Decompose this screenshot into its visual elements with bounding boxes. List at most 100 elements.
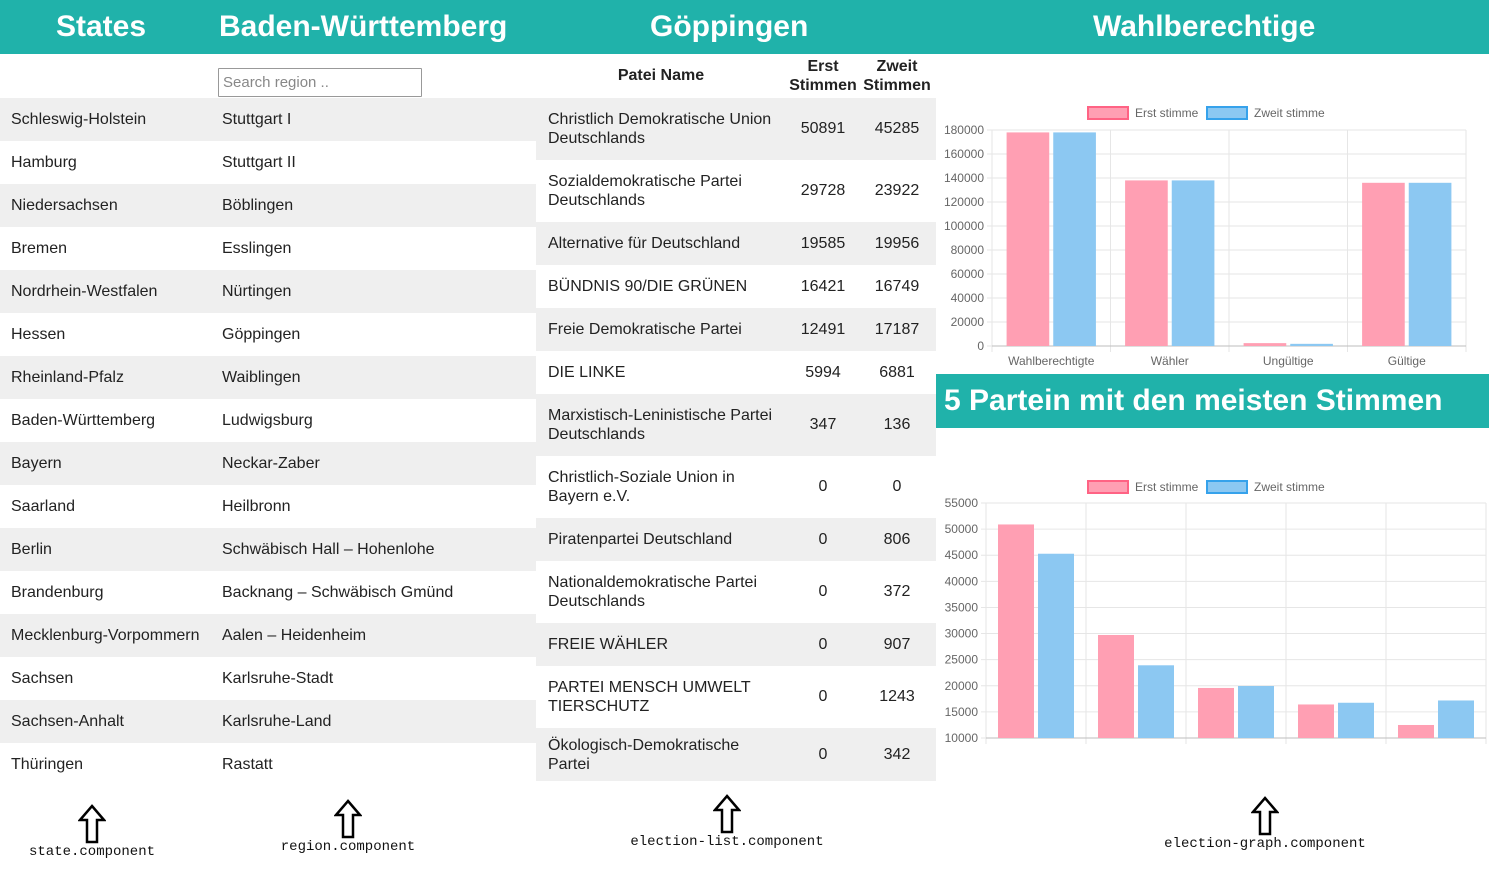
- election-table-body: Christlich Demokratische Union Deutschla…: [536, 98, 936, 781]
- bar-zweit[interactable]: [1338, 702, 1374, 738]
- table-row: Alternative für Deutschland 19585 19956: [536, 222, 936, 265]
- bar-zweit[interactable]: [1171, 180, 1215, 346]
- state-list-item[interactable]: Thüringen: [11, 755, 84, 773]
- party-name-cell: Marxistisch-Leninistische Partei Deutsch…: [548, 407, 773, 443]
- bar-erst[interactable]: [1398, 724, 1434, 738]
- zweit-votes-cell: 0: [892, 478, 902, 495]
- state-list-item[interactable]: Sachsen-Anhalt: [0, 700, 211, 743]
- state-list-item[interactable]: Nordrhein-Westfalen: [0, 270, 211, 313]
- state-list-item[interactable]: Brandenburg: [11, 583, 104, 601]
- bar-erst[interactable]: [1243, 343, 1287, 346]
- up-arrow-icon: [78, 804, 106, 844]
- bar-erst[interactable]: [1006, 132, 1050, 346]
- y-tick-label: 160000: [944, 147, 984, 161]
- region-list-item[interactable]: Nürtingen: [211, 270, 536, 313]
- eligible-voters-chart: 0 20000 40000 60000 80000 100000 120000 140000 1…: [936, 54, 1489, 374]
- bar-zweit[interactable]: [1238, 686, 1274, 738]
- erst-votes-cell: 0: [818, 583, 828, 600]
- state-list-item[interactable]: Berlin: [0, 528, 211, 571]
- bar-erst[interactable]: [1362, 182, 1405, 346]
- region-list-item[interactable]: Waiblingen: [211, 356, 536, 399]
- region-list-item[interactable]: Ludwigsburg: [222, 411, 313, 429]
- up-arrow-icon: [713, 794, 741, 834]
- region-list-item[interactable]: Neckar-Zaber: [211, 442, 536, 485]
- top-parties-chart: 10000 15000 20000 25000 30000 35000 40000 45000…: [936, 428, 1489, 758]
- table-row: Nationaldemokratische Partei Deutschland…: [536, 561, 936, 623]
- region-list-item[interactable]: Backnang – Schwäbisch Gmünd: [222, 583, 454, 601]
- bar-erst[interactable]: [1098, 634, 1134, 738]
- state-list-item[interactable]: Schleswig-Holstein: [0, 98, 211, 141]
- election-list-component: Göppingen Patei Name Erst Stimmen Zweit …: [536, 0, 936, 781]
- state-component-label: state.component: [28, 844, 156, 860]
- bar-zweit[interactable]: [1408, 182, 1452, 346]
- chart-legend[interactable]: Erst stimme Zweit stimme: [1087, 480, 1325, 494]
- party-name-cell: PARTEI MENSCH UMWELT TIERSCHUTZ: [548, 679, 751, 715]
- erst-votes-cell: 0: [818, 635, 828, 653]
- bar-zweit[interactable]: [1038, 553, 1074, 738]
- y-tick-label: 50000: [945, 522, 979, 536]
- legend-swatch: [1206, 106, 1248, 120]
- zweit-votes-cell: 23922: [874, 182, 920, 199]
- bar-zweit[interactable]: [1290, 343, 1333, 346]
- y-tick-label: 40000: [951, 291, 985, 305]
- region-list-item[interactable]: Karlsruhe-Land: [211, 700, 536, 743]
- y-tick-label: 180000: [944, 123, 984, 137]
- state-list-item[interactable]: Hessen: [11, 325, 66, 343]
- party-name-cell: Nationaldemokratische Partei Deutschland…: [548, 574, 757, 610]
- chart-legend[interactable]: Erst stimme Zweit stimme: [1087, 106, 1325, 120]
- region-list-item[interactable]: Stuttgart I: [211, 98, 536, 141]
- party-name-cell: Christlich-Soziale Union in Bayern e.V.: [548, 469, 735, 505]
- erst-votes-cell: 0: [818, 530, 828, 548]
- region-list-item[interactable]: Karlsruhe-Stadt: [222, 669, 334, 687]
- table-row: Piratenpartei Deutschland 0 806: [536, 518, 936, 561]
- zweit-votes-cell: 806: [883, 530, 911, 548]
- x-tick-label: Wahlberechtigte: [1008, 354, 1095, 368]
- region-list-item[interactable]: Göppingen: [222, 325, 301, 343]
- y-tick-label: 40000: [945, 574, 979, 588]
- y-tick-label: 20000: [951, 315, 985, 329]
- party-name-cell: Piratenpartei Deutschland: [548, 531, 733, 548]
- region-list-item[interactable]: Schwäbisch Hall – Hohenlohe: [211, 528, 536, 571]
- bar-zweit[interactable]: [1138, 665, 1174, 738]
- bar-erst[interactable]: [1198, 687, 1234, 738]
- party-name-cell: FREIE WÄHLER: [548, 636, 669, 653]
- region-list-item[interactable]: Stuttgart II: [222, 153, 296, 171]
- state-list-item[interactable]: Baden-Württemberg: [11, 411, 156, 429]
- state-list-item[interactable]: Rheinland-Pfalz: [0, 356, 211, 399]
- region-list: Stuttgart I Stuttgart II Böblingen Esslinge…: [211, 98, 536, 786]
- bar-zweit[interactable]: [1053, 132, 1096, 346]
- legend-label: Zweit stimme: [1254, 106, 1325, 120]
- party-name-cell: DIE LINKE: [548, 364, 626, 381]
- region-list-item[interactable]: Heilbronn: [222, 497, 291, 515]
- state-list-item[interactable]: Mecklenburg-Vorpommern: [0, 614, 211, 657]
- zweit-votes-cell: 19956: [874, 234, 920, 252]
- bar-zweit[interactable]: [1438, 700, 1474, 738]
- election-graph-component-annotation: election-graph.component: [1150, 796, 1380, 852]
- up-arrow-icon: [334, 799, 362, 839]
- state-list-item[interactable]: Bremen: [11, 239, 68, 257]
- bar-erst[interactable]: [1298, 704, 1334, 738]
- bar-erst[interactable]: [1125, 180, 1168, 346]
- state-list-item[interactable]: Bayern: [0, 442, 211, 485]
- state-list-item[interactable]: Hamburg: [11, 153, 77, 171]
- region-list-item[interactable]: Aalen – Heidenheim: [211, 614, 536, 657]
- legend-label: Erst stimme: [1135, 106, 1199, 120]
- bar-erst[interactable]: [998, 524, 1034, 738]
- region-list-item[interactable]: Böblingen: [211, 184, 536, 227]
- region-list-item[interactable]: Rastatt: [222, 755, 273, 773]
- legend-label: Zweit stimme: [1254, 480, 1325, 494]
- legend-label: Erst stimme: [1135, 480, 1199, 494]
- state-list-item[interactable]: Sachsen: [11, 669, 74, 687]
- region-search-input[interactable]: [218, 68, 422, 97]
- x-tick-label: Ungültige: [1263, 354, 1314, 368]
- state-list-item[interactable]: Niedersachsen: [0, 184, 211, 227]
- party-name-cell: BÜNDNIS 90/DIE GRÜNEN: [548, 278, 748, 295]
- zweit-votes-cell: 45285: [874, 120, 920, 137]
- election-graph-component: Wahlberechtige 0 20000 40000 60000 80000 1000…: [936, 0, 1489, 882]
- zweit-votes-cell: 16749: [874, 277, 920, 295]
- y-tick-label: 0: [977, 339, 984, 353]
- table-row: Christlich-Soziale Union in Bayern e.V. 0…: [536, 456, 936, 518]
- region-list-item[interactable]: Esslingen: [222, 239, 292, 257]
- state-list-item[interactable]: Saarland: [11, 497, 76, 515]
- party-name-cell: Freie Demokratische Partei: [548, 321, 742, 338]
